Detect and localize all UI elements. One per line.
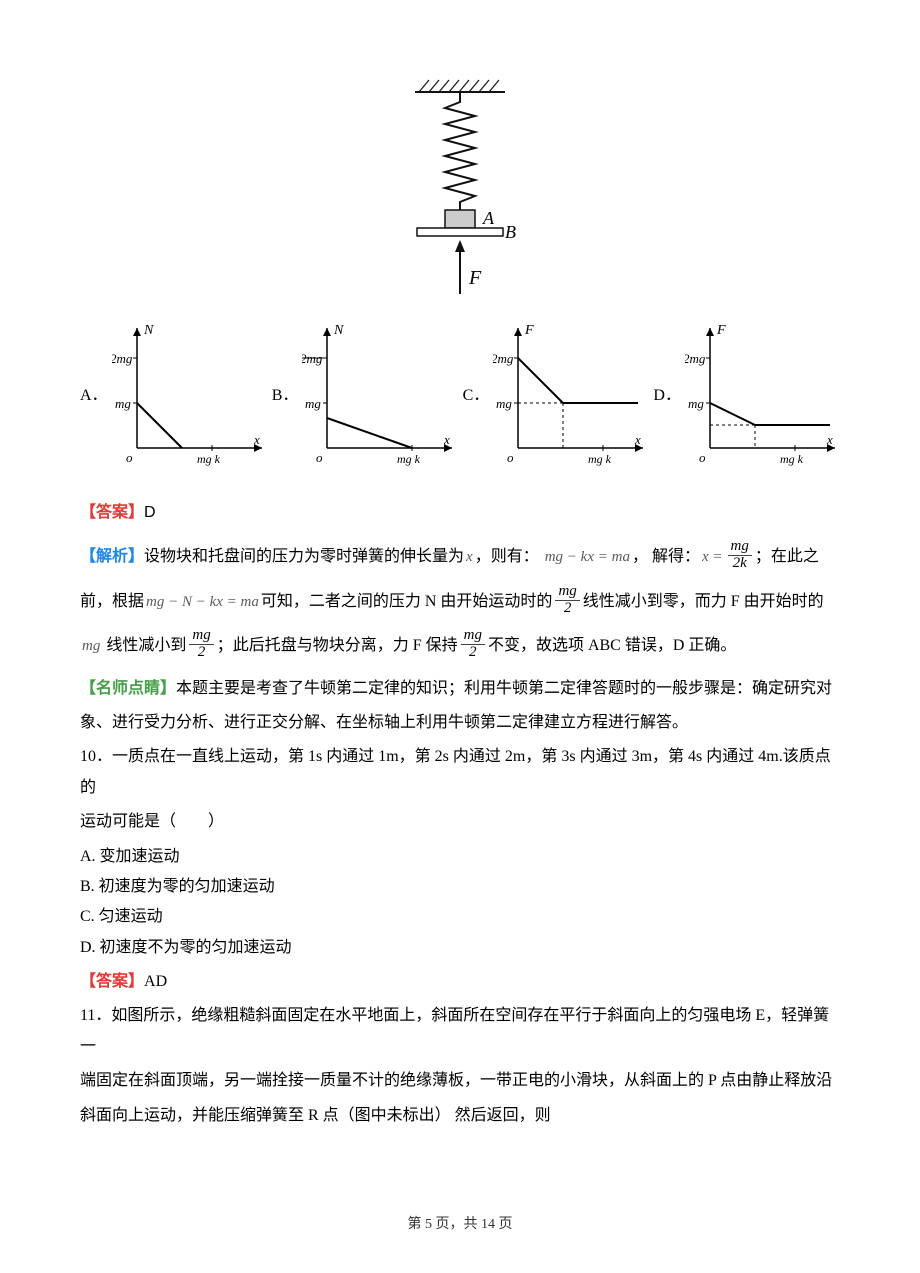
tip-t1: 本题主要是考查了牛顿第二定律的知识；利用牛顿第二定律答题时的一般步骤是：确定研究… — [176, 680, 832, 697]
svg-text:mg: mg — [305, 396, 321, 411]
choice-B-letter: B． — [272, 381, 299, 405]
q11-l3: 斜面向上运动，并能压缩弹簧至 R 点（图中未标出） 然后返回，则 — [80, 1101, 840, 1131]
svg-text:x: x — [443, 432, 450, 447]
page-footer: 第 5 页，共 14 页 — [0, 1213, 920, 1233]
expl-t6: 可知，二者之间的压力 N 由开始运动时的 — [261, 593, 553, 610]
choice-D-letter: D． — [653, 381, 681, 405]
q10-stem1: 10．一质点在一直线上运动，第 1s 内通过 1m，第 2s 内通过 2m，第 … — [80, 742, 840, 803]
expl-t2: ，则有： — [475, 548, 539, 565]
expl-t5: 前，根据 — [80, 593, 144, 610]
svg-text:2mg: 2mg — [493, 351, 514, 366]
choice-C-letter: C． — [463, 381, 490, 405]
expl-t10: 不变，故选项 ABC 错误，D 正确。 — [488, 637, 736, 654]
choice-graphs-row: A． N 2mg mg mg k o x B． — [80, 318, 840, 468]
q10-opt-B: B. 初速度为零的匀加速运动 — [80, 872, 840, 902]
expl-label: 【解析】 — [80, 548, 144, 565]
q10-opt-A: A. 变加速运动 — [80, 842, 840, 872]
q11-l2: 端固定在斜面顶端，另一端拴接一质量不计的绝缘薄板，一带正电的小滑块，从斜面上的 … — [80, 1066, 840, 1096]
footer-total: 14 — [481, 1217, 495, 1232]
q10-options: A. 变加速运动 B. 初速度为零的匀加速运动 C. 匀速运动 D. 初速度不为… — [80, 842, 840, 964]
expl-t4: ；在此之 — [755, 548, 819, 565]
expl-t1: 设物块和托盘间的压力为零时弹簧的伸长量为 — [144, 548, 464, 565]
q10-stem2: 运动可能是（ ） — [80, 807, 840, 837]
frac-mg-2-b: mg2 — [189, 628, 213, 661]
expl-t7: 线性减小到零，而力 F 由开始时的 — [583, 593, 824, 610]
eq2-lhs: x = — [700, 549, 725, 565]
svg-text:mg k: mg k — [588, 452, 612, 466]
svg-text:o: o — [316, 450, 323, 465]
expl-t9: ；此后托盘与物块分离，力 F 保持 — [217, 637, 458, 654]
frac-mg-2-a: mg2 — [555, 584, 579, 617]
svg-text:2mg: 2mg — [302, 351, 323, 366]
choice-C: C． F 2mg mg mg k o x — [463, 318, 649, 468]
svg-text:F: F — [524, 323, 534, 338]
footer-a: 第 — [408, 1217, 426, 1232]
svg-text:o: o — [126, 450, 133, 465]
label-F: F — [468, 267, 482, 289]
svg-text:mg k: mg k — [397, 452, 421, 466]
svg-text:mg: mg — [115, 396, 131, 411]
svg-text:mg k: mg k — [780, 452, 804, 466]
answer-value: D — [144, 504, 156, 521]
svg-text:N: N — [143, 323, 154, 338]
tip-line1: 【名师点睛】本题主要是考查了牛顿第二定律的知识；利用牛顿第二定律答题时的一般步骤… — [80, 674, 840, 704]
choice-D: D． F 2mg mg mg k o x — [653, 318, 840, 468]
svg-text:mg: mg — [496, 396, 512, 411]
label-A: A — [482, 208, 495, 228]
var-x: x — [464, 549, 475, 565]
svg-text:o: o — [507, 450, 514, 465]
frac-mg-2k: mg2k — [728, 539, 752, 572]
expl-t8: 线性减小到 — [106, 637, 186, 654]
footer-b: 页，共 — [432, 1217, 481, 1232]
svg-text:B: B — [505, 222, 516, 242]
answer-line: 【答案】D — [80, 494, 840, 532]
eq3: mg − N − kx = ma — [144, 594, 261, 610]
q10-answer-value: AD — [144, 973, 167, 990]
svg-text:mg k: mg k — [197, 452, 221, 466]
footer-c: 页 — [495, 1217, 513, 1232]
q11-l1: 11．如图所示，绝缘粗糙斜面固定在水平地面上，斜面所在空间存在平行于斜面向上的匀… — [80, 1001, 840, 1062]
tip-label: 【名师点睛】 — [80, 680, 176, 697]
expl-line1: 【解析】设物块和托盘间的压力为零时弹簧的伸长量为x，则有： mg − kx = … — [80, 538, 840, 576]
svg-text:F: F — [716, 323, 726, 338]
choice-B: B． N 2mg mg mg k o x — [272, 318, 458, 468]
frac-mg-2-c: mg2 — [461, 628, 485, 661]
choice-A: A． N 2mg mg mg k o x — [80, 318, 267, 468]
answer-label: 【答案】 — [80, 504, 144, 521]
eq1: mg − kx = ma — [543, 549, 632, 565]
tip-t2: 象、进行受力分析、进行正交分解、在坐标轴上利用牛顿第二定律建立方程进行解答。 — [80, 714, 688, 731]
q10-answer: 【答案】AD — [80, 967, 840, 997]
choice-A-letter: A． — [80, 381, 108, 405]
mg-text: mg — [80, 638, 102, 654]
q10-answer-label: 【答案】 — [80, 973, 144, 990]
footer-page: 5 — [425, 1217, 432, 1232]
expl-line3: mg 线性减小到mg2；此后托盘与物块分离，力 F 保持mg2不变，故选项 AB… — [80, 627, 840, 665]
expl-t3: ， 解得： — [632, 548, 700, 565]
svg-text:mg: mg — [688, 396, 704, 411]
svg-text:x: x — [634, 432, 641, 447]
svg-text:x: x — [826, 432, 833, 447]
svg-text:o: o — [699, 450, 706, 465]
diagram-svg: A B F — [385, 74, 535, 304]
tip-line2: 象、进行受力分析、进行正交分解、在坐标轴上利用牛顿第二定律建立方程进行解答。 — [80, 708, 840, 738]
svg-text:2mg: 2mg — [112, 351, 133, 366]
svg-text:x: x — [253, 432, 260, 447]
spring-plate-diagram: A B F — [80, 74, 840, 304]
q10-opt-C: C. 匀速运动 — [80, 902, 840, 932]
svg-text:2mg: 2mg — [685, 351, 706, 366]
svg-text:N: N — [333, 323, 344, 338]
expl-line2: 前，根据mg − N − kx = ma可知，二者之间的压力 N 由开始运动时的… — [80, 583, 840, 621]
q10-opt-D: D. 初速度不为零的匀加速运动 — [80, 933, 840, 963]
